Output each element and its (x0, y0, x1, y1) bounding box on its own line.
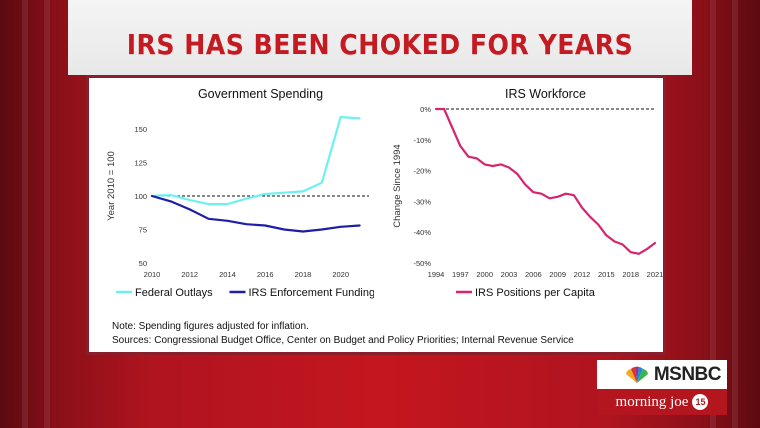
show-name: morning joe (615, 393, 689, 410)
x-tick-label: 2009 (549, 270, 566, 279)
x-tick-label: 2016 (257, 270, 274, 279)
y-tick-label: -30% (413, 197, 431, 206)
y-tick-label: 75 (139, 226, 147, 235)
x-tick-label: 2010 (144, 270, 161, 279)
legend-label: IRS Enforcement Funding (249, 287, 375, 299)
show-badge: 15 (692, 394, 709, 410)
legend-label: IRS Positions per Capita (475, 287, 596, 299)
series-line (150, 115, 361, 206)
x-tick-label: 2018 (295, 270, 312, 279)
y-axis-label: Change Since 1994 (392, 144, 403, 227)
x-tick-label: 2015 (598, 270, 615, 279)
x-tick-label: 1994 (428, 270, 445, 279)
y-tick-label: -50% (413, 259, 431, 268)
msnbc-bar: MSNBC (597, 360, 727, 389)
chart-panel (86, 75, 666, 355)
y-tick-label: 125 (134, 159, 147, 168)
y-axis-label: Year 2010 = 100 (106, 151, 117, 221)
show-bar: morning joe 15 (597, 389, 727, 415)
x-tick-label: 2021 (647, 270, 663, 279)
x-tick-label: 2014 (219, 270, 236, 279)
x-tick-label: 2012 (181, 270, 198, 279)
legend-label: Federal Outlays (135, 287, 213, 299)
x-tick-label: 2000 (476, 270, 493, 279)
network-name: MSNBC (653, 363, 722, 385)
y-tick-label: -10% (413, 136, 431, 145)
background-stripe (732, 0, 738, 428)
y-tick-label: -40% (413, 228, 431, 237)
headline: IRS HAS BEEN CHOKED FOR YEARS (126, 28, 634, 61)
government-spending-chart: Government Spending Year 2010 = 100 50 75 10… (106, 87, 375, 299)
series-line (150, 194, 361, 233)
background-stripe (44, 0, 50, 428)
y-tick-label: 0% (420, 105, 431, 114)
chart-title: Government Spending (198, 87, 323, 101)
peacock-icon (625, 366, 648, 383)
network-logo: MSNBC morning joe 15 (597, 360, 727, 415)
y-tick-label: 150 (134, 125, 147, 134)
chart-sources: Sources: Congressional Budget Office, Ce… (112, 335, 574, 346)
headline-banner: IRS HAS BEEN CHOKED FOR YEARS (68, 0, 692, 75)
chart-title: IRS Workforce (505, 87, 586, 101)
x-tick-label: 2018 (622, 270, 639, 279)
chart-note: Note: Spending figures adjusted for infl… (112, 321, 309, 332)
x-tick-label: 2003 (501, 270, 518, 279)
x-tick-label: 2006 (525, 270, 542, 279)
x-tick-label: 2020 (332, 270, 349, 279)
x-tick-label: 2012 (574, 270, 591, 279)
y-tick-label: 100 (134, 192, 147, 201)
background-stripe (710, 0, 716, 428)
series-line (434, 107, 657, 255)
irs-workforce-chart: IRS Workforce Change Since 1994 0% -10% -20%… (392, 87, 663, 299)
y-tick-label: 50 (139, 259, 147, 268)
x-tick-label: 1997 (452, 270, 469, 279)
background-stripe (22, 0, 28, 428)
y-tick-label: -20% (413, 167, 431, 176)
